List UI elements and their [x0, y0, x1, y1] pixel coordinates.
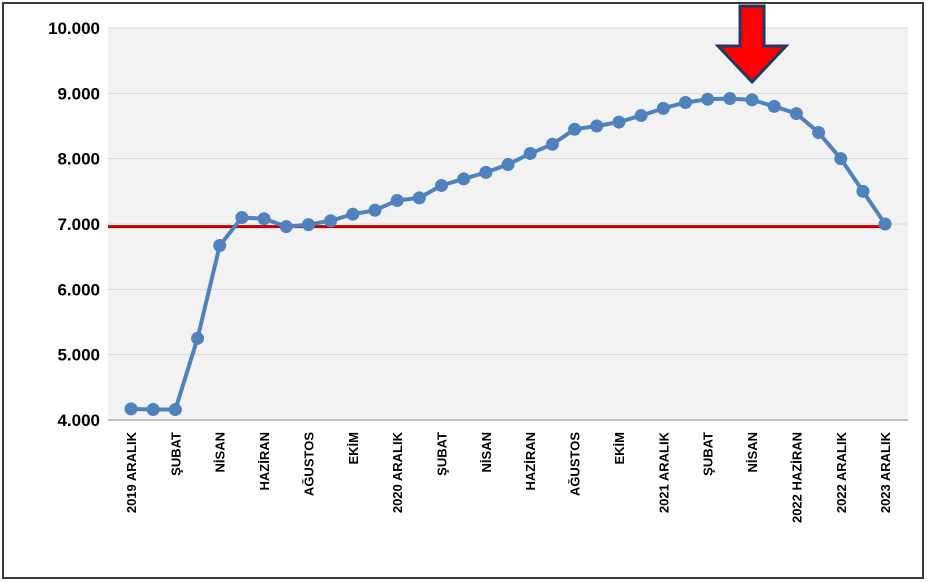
data-point: [679, 95, 692, 109]
x-tick-label: ŞUBAT: [701, 432, 716, 476]
x-tick-label: 2020 ARALIK: [390, 431, 405, 513]
data-point: [656, 101, 670, 115]
data-point: [812, 126, 826, 140]
data-point: [368, 203, 382, 217]
y-tick-label: 6.000: [57, 280, 100, 299]
data-point: [878, 217, 892, 231]
data-point: [612, 115, 626, 129]
data-point: [523, 146, 537, 160]
data-point: [745, 93, 759, 107]
y-tick-label: 8.000: [57, 150, 100, 169]
x-tick-label: EKİM: [612, 432, 627, 465]
x-tick-label: 2021 ARALIK: [656, 431, 671, 513]
x-tick-label: HAZİRAN: [523, 432, 538, 491]
y-tick-label: 9.000: [57, 84, 100, 103]
data-point: [457, 172, 471, 186]
data-point: [301, 218, 315, 232]
x-tick-label: NİSAN: [479, 432, 494, 472]
x-axis-ticks: 2019 ARALIK ŞUBAT NİSAN HAZİRAN AĞUSTOS EKİM 2…: [124, 431, 893, 523]
x-tick-label: AĞUSTOS: [301, 432, 316, 496]
data-point: [435, 178, 449, 192]
data-point: [723, 92, 737, 106]
data-points: [124, 92, 892, 417]
y-tick-label: 10.000: [48, 19, 100, 38]
data-point: [324, 214, 338, 228]
x-tick-label: 2019 ARALIK: [124, 431, 139, 513]
data-point: [634, 109, 648, 123]
data-point: [568, 122, 582, 136]
data-point: [168, 403, 182, 417]
data-point: [501, 158, 515, 172]
y-tick-label: 4.000: [57, 411, 100, 430]
x-tick-label: 2022 HAZİRAN: [789, 432, 804, 523]
data-point: [390, 193, 404, 207]
x-tick-label: 2023 ARALIK: [878, 431, 893, 513]
x-tick-label: NİSAN: [745, 432, 760, 472]
data-point: [590, 119, 604, 133]
data-point: [834, 152, 848, 166]
data-point: [346, 207, 360, 221]
data-point: [767, 99, 781, 113]
x-tick-label: EKİM: [346, 432, 361, 465]
data-point: [146, 403, 160, 417]
data-point: [701, 92, 715, 106]
x-tick-label: ŞUBAT: [168, 432, 183, 476]
data-point: [235, 210, 249, 224]
data-point: [191, 331, 205, 345]
x-tick-label: AĞUSTOS: [568, 432, 583, 496]
data-point: [124, 402, 138, 416]
y-tick-label: 7.000: [57, 215, 100, 234]
x-tick-label: ŞUBAT: [435, 432, 450, 476]
x-tick-label: 2022 ARALIK: [834, 431, 849, 513]
gridlines: [108, 27, 908, 421]
data-point: [789, 107, 803, 121]
down-arrow-marker: [714, 4, 790, 85]
data-point: [479, 165, 493, 179]
data-point: [257, 212, 271, 226]
data-point: [412, 191, 426, 205]
x-tick-label: HAZİRAN: [257, 432, 272, 491]
data-point: [279, 220, 293, 234]
y-tick-label: 5.000: [57, 346, 100, 365]
data-point: [213, 239, 227, 253]
data-point: [856, 184, 870, 198]
y-axis-ticks: 4.000 5.000 6.000 7.000 8.000 9.000 10.000: [48, 19, 100, 430]
x-tick-label: NİSAN: [213, 432, 228, 472]
data-point: [545, 137, 559, 151]
